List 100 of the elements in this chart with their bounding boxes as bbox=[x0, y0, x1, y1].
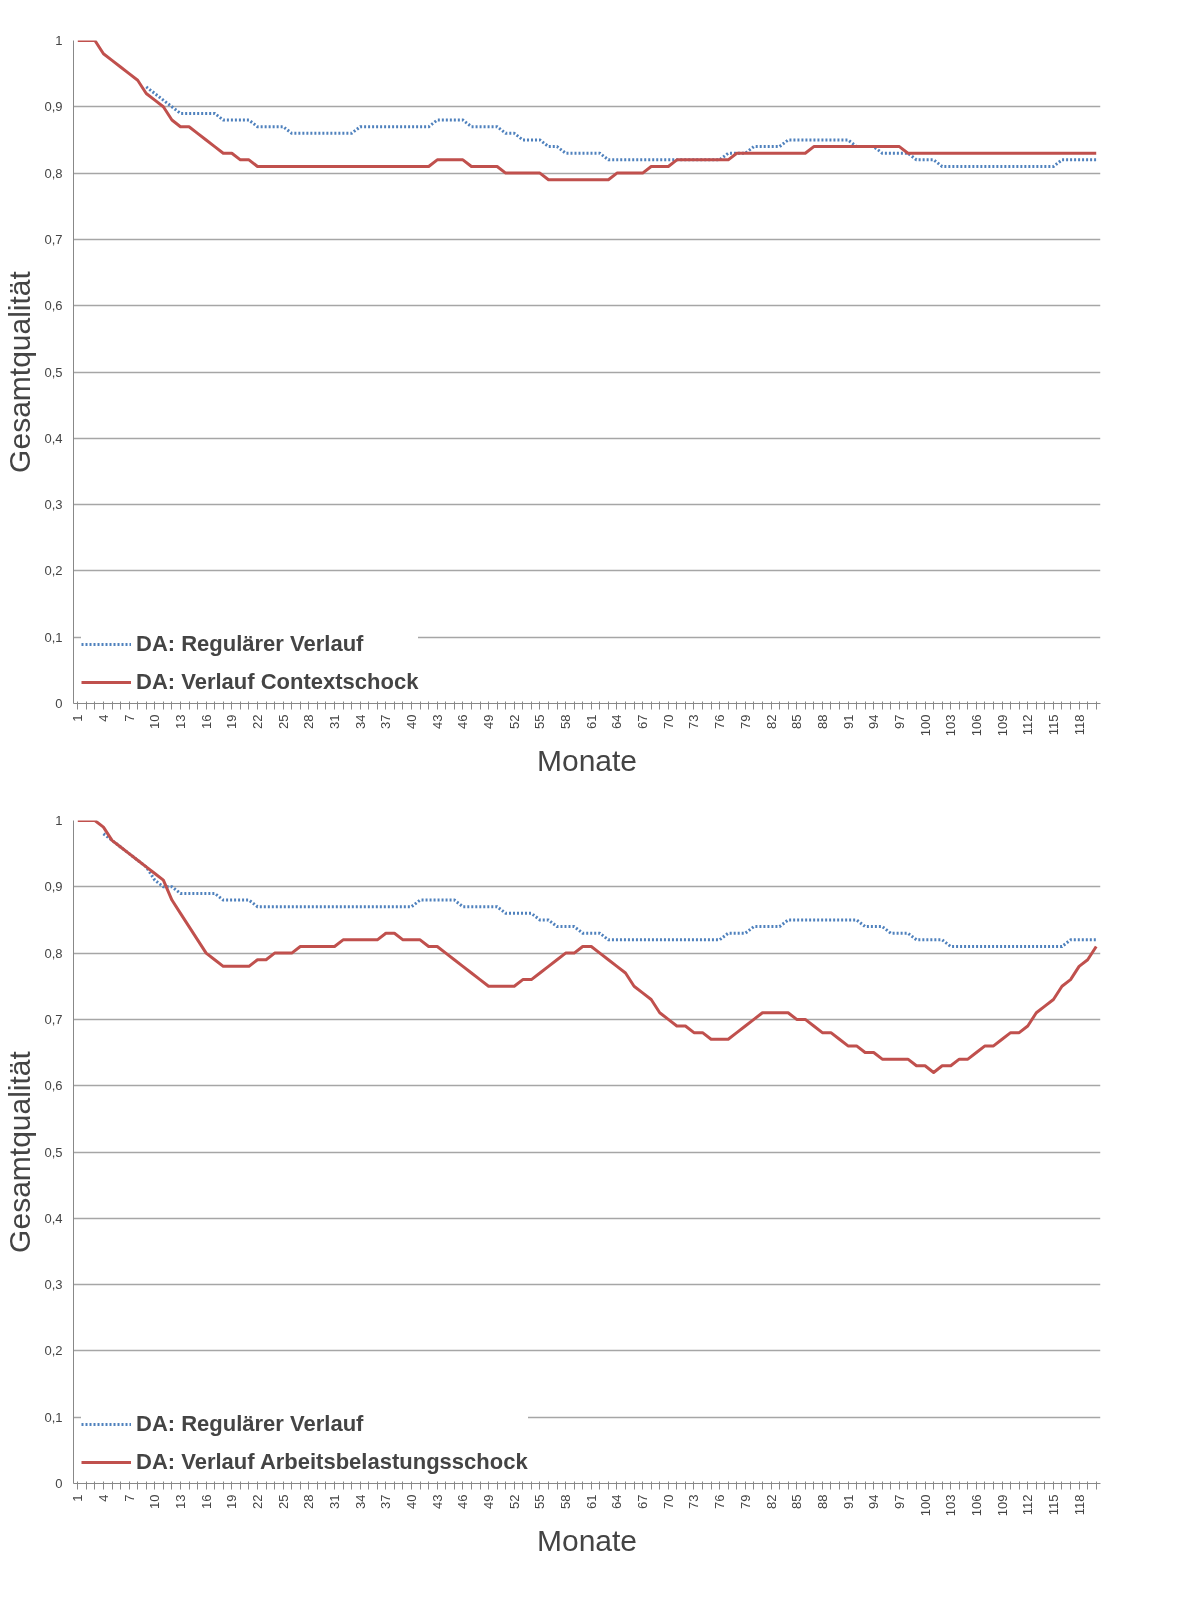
x-tick-label: 28 bbox=[301, 714, 317, 729]
x-tick-label: 10 bbox=[147, 1494, 163, 1509]
y-tick-label: 0,9 bbox=[44, 99, 63, 115]
x-tick-label: 70 bbox=[660, 714, 676, 729]
x-tick-label: 25 bbox=[275, 1494, 291, 1509]
x-tick-label: 13 bbox=[172, 1494, 188, 1509]
x-tick-label: 19 bbox=[224, 714, 240, 729]
x-tick-label: 118 bbox=[1071, 714, 1087, 736]
x-tick-label: 85 bbox=[789, 714, 805, 729]
y-tick-label: 0,3 bbox=[44, 497, 63, 513]
x-tick-label: 43 bbox=[429, 1494, 445, 1509]
x-tick-label: 31 bbox=[327, 714, 343, 729]
line-series bbox=[76, 40, 1098, 182]
y-tick-label: 0,8 bbox=[44, 945, 63, 961]
x-tick-label: 4 bbox=[95, 714, 111, 722]
y-tick-label: 0,7 bbox=[44, 1011, 63, 1027]
x-tick-label: 88 bbox=[814, 1494, 830, 1509]
x-tick-label: 25 bbox=[275, 714, 291, 729]
x-tick-label: 73 bbox=[686, 714, 702, 729]
x-tick-label: 37 bbox=[378, 714, 394, 729]
x-tick-label: 34 bbox=[352, 1494, 368, 1509]
x-tick-label: 112 bbox=[1020, 714, 1036, 736]
x-tick-label: 67 bbox=[635, 714, 651, 729]
x-tick-label: 97 bbox=[891, 714, 907, 729]
x-tick-label: 97 bbox=[891, 1494, 907, 1509]
x-tick-label: 103 bbox=[943, 1494, 959, 1517]
x-tick-label: 70 bbox=[660, 1494, 676, 1509]
x-tick-label: 106 bbox=[968, 1494, 984, 1517]
x-tick-label: 34 bbox=[352, 714, 368, 729]
x-tick-label: 22 bbox=[250, 1494, 265, 1509]
x-tick-label: 1 bbox=[70, 714, 86, 722]
y-tick-label: 0,6 bbox=[44, 1078, 63, 1094]
x-tick-label: 91 bbox=[840, 1494, 856, 1509]
x-tick-label: 115 bbox=[1045, 714, 1061, 736]
x-tick-label: 49 bbox=[481, 1494, 497, 1509]
x-tick-label: 94 bbox=[866, 1494, 882, 1509]
y-tick-label: 0,5 bbox=[44, 1144, 63, 1160]
x-tick-label: 46 bbox=[455, 714, 471, 729]
x-axis-title: Monate bbox=[536, 1524, 638, 1558]
x-tick-label: 40 bbox=[404, 1494, 420, 1509]
x-tick-label: 67 bbox=[635, 1494, 651, 1509]
x-tick-label: 58 bbox=[558, 1494, 574, 1509]
x-tick-label: 94 bbox=[866, 714, 882, 729]
x-tick-label: 109 bbox=[994, 1494, 1010, 1517]
x-tick-label: 7 bbox=[121, 714, 137, 722]
x-tick-label: 40 bbox=[404, 714, 420, 729]
x-tick-label: 43 bbox=[429, 714, 445, 729]
x-tick-label: 4 bbox=[95, 1494, 111, 1502]
x-tick-label: 31 bbox=[327, 1494, 343, 1509]
legend-label: DA: Regulärer Verlauf bbox=[136, 1411, 364, 1437]
y-tick-label: 0,4 bbox=[44, 430, 63, 446]
y-tick-label: 0,2 bbox=[44, 1343, 63, 1359]
x-tick-label: 112 bbox=[1020, 1494, 1036, 1516]
legend-label: DA: Verlauf Contextschock bbox=[136, 669, 419, 695]
x-tick-label: 118 bbox=[1071, 1494, 1087, 1516]
y-tick-label: 0,3 bbox=[44, 1277, 63, 1293]
y-tick-label: 0,8 bbox=[44, 165, 63, 181]
y-tick-label: 0,4 bbox=[44, 1210, 63, 1226]
y-tick-label: 0,5 bbox=[44, 364, 63, 380]
y-tick-label: 1 bbox=[55, 813, 63, 828]
x-tick-label: 64 bbox=[609, 714, 625, 729]
line-series bbox=[101, 832, 1098, 948]
y-tick-label: 0,1 bbox=[44, 1409, 63, 1425]
x-tick-label: 106 bbox=[968, 714, 984, 737]
x-tick-label: 46 bbox=[455, 1494, 471, 1509]
x-tick-label: 100 bbox=[917, 714, 933, 737]
x-tick-label: 76 bbox=[712, 714, 728, 729]
x-tick-label: 88 bbox=[814, 714, 830, 729]
x-tick-label: 19 bbox=[224, 1494, 240, 1509]
x-tick-label: 37 bbox=[378, 1494, 394, 1509]
x-tick-label: 109 bbox=[994, 714, 1010, 737]
y-tick-label: 0 bbox=[55, 696, 63, 711]
line-series bbox=[144, 85, 1098, 168]
y-tick-label: 0,2 bbox=[44, 563, 63, 579]
x-tick-label: 22 bbox=[250, 714, 265, 729]
y-tick-label: 1 bbox=[55, 33, 63, 48]
y-tick-label: 0 bbox=[55, 1476, 63, 1491]
x-tick-label: 76 bbox=[712, 1494, 728, 1509]
x-tick-label: 55 bbox=[532, 714, 548, 729]
y-axis-title: Gesamtqualität bbox=[3, 270, 37, 473]
x-tick-label: 64 bbox=[609, 1494, 625, 1509]
x-tick-label: 61 bbox=[583, 1494, 599, 1509]
x-tick-label: 79 bbox=[737, 1494, 753, 1509]
y-tick-label: 0,1 bbox=[44, 629, 63, 645]
x-tick-label: 16 bbox=[198, 714, 214, 729]
x-axis-title: Monate bbox=[536, 744, 638, 778]
x-tick-label: 85 bbox=[789, 1494, 805, 1509]
x-tick-label: 16 bbox=[198, 1494, 214, 1509]
x-tick-label: 61 bbox=[583, 714, 599, 729]
x-tick-label: 1 bbox=[70, 1494, 86, 1502]
x-tick-label: 79 bbox=[737, 714, 753, 729]
x-tick-label: 100 bbox=[917, 1494, 933, 1517]
x-tick-label: 103 bbox=[943, 714, 959, 737]
x-tick-label: 91 bbox=[840, 714, 856, 729]
y-tick-label: 0,7 bbox=[44, 231, 63, 247]
x-tick-label: 82 bbox=[763, 714, 779, 729]
x-tick-label: 49 bbox=[481, 714, 497, 729]
legend-label: DA: Verlauf Arbeitsbelastungsschock bbox=[136, 1449, 528, 1475]
x-tick-label: 52 bbox=[506, 714, 522, 729]
y-tick-label: 0,9 bbox=[44, 879, 63, 895]
